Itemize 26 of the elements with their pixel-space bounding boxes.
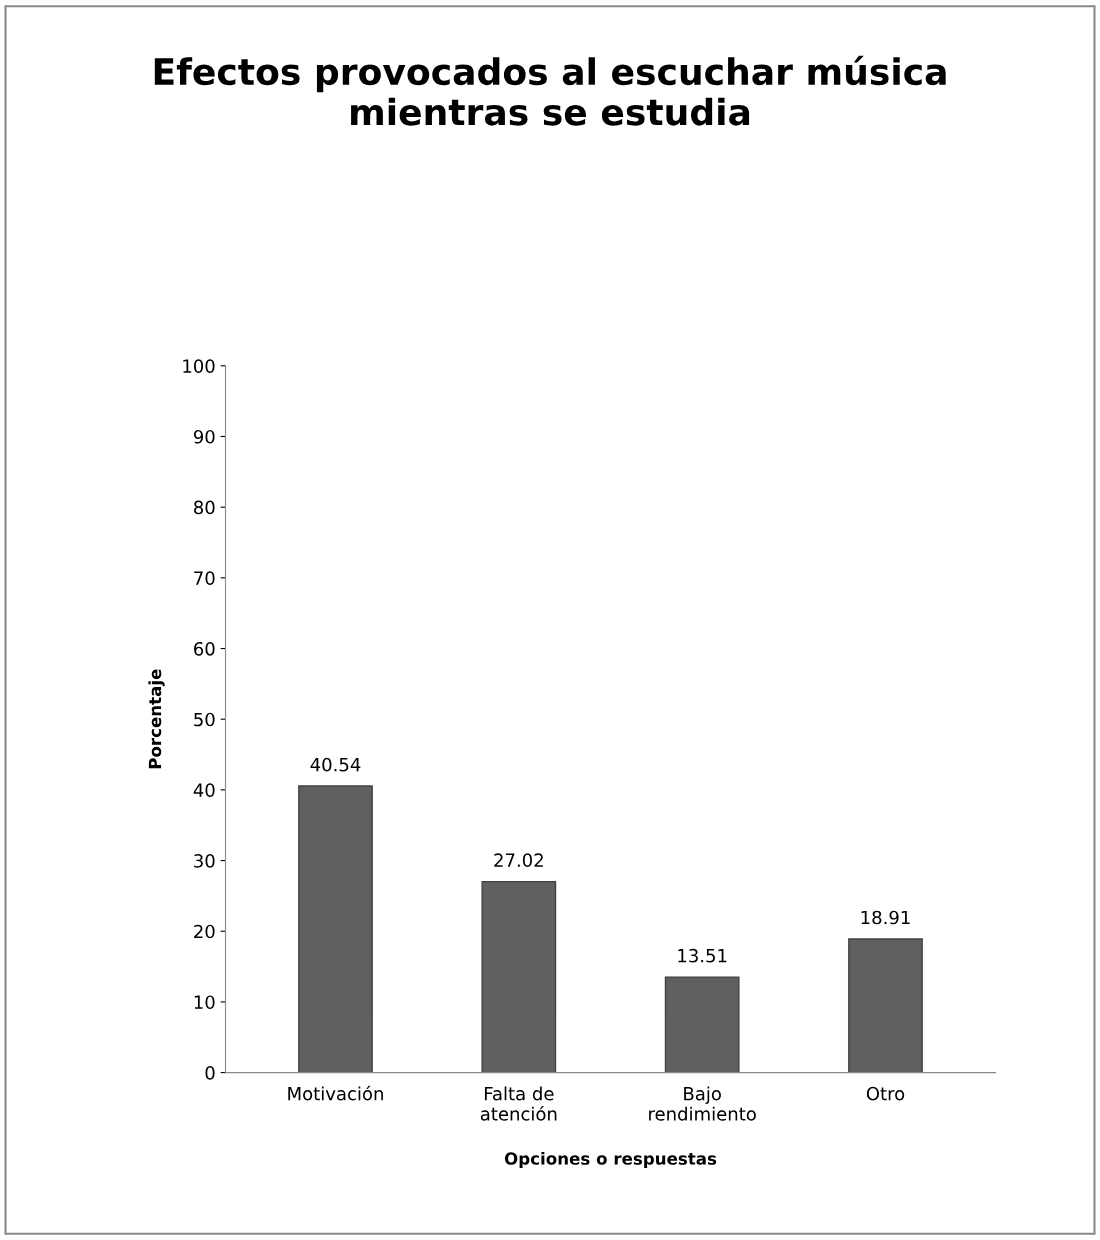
bar <box>664 976 740 1073</box>
x-axis-title: Opciones o respuestas <box>504 1151 717 1169</box>
y-tick-label: 60 <box>194 641 215 656</box>
y-tick-label: 30 <box>194 854 215 868</box>
data-label: 18.91 <box>861 910 910 925</box>
bar <box>848 938 923 1073</box>
x-tick-label: Falta de atención <box>480 1086 557 1121</box>
x-tick-label: Bajo rendimiento <box>649 1086 756 1121</box>
bar <box>298 785 373 1073</box>
y-tick-label: 10 <box>194 995 215 1010</box>
x-tick-label: Motivación <box>288 1085 383 1101</box>
data-label: 40.54 <box>310 757 361 772</box>
y-tick-label: 50 <box>194 712 215 727</box>
y-tick-label: 40 <box>193 783 215 797</box>
y-tick-label: 100 <box>183 359 215 373</box>
y-tick-label: 0 <box>205 1066 215 1080</box>
data-label: 13.51 <box>678 948 727 963</box>
y-tick-label: 70 <box>194 571 215 585</box>
y-axis-title: Porcentaje <box>148 669 165 769</box>
chart-title: Efectos provocados al escuchar música mientras se estudia <box>154 55 946 126</box>
y-tick-label: 90 <box>193 429 215 444</box>
y-tick-label: 20 <box>194 924 215 939</box>
data-label: 27.02 <box>494 853 543 868</box>
x-tick-label: Otro <box>866 1086 905 1101</box>
bar <box>481 880 557 1073</box>
y-tick-label: 80 <box>194 500 215 515</box>
